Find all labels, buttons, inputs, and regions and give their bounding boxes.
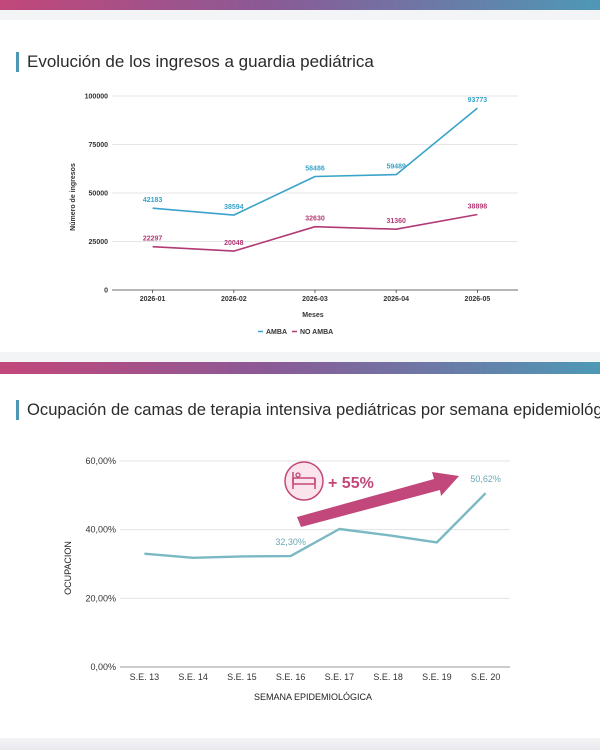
x-tick-label: S.E. 14 bbox=[178, 672, 208, 682]
x-tick-label: 2026-03 bbox=[302, 296, 328, 303]
growth-label: + 55% bbox=[328, 475, 374, 492]
chart1-title: Evolución de los ingresos a guardia pedi… bbox=[16, 52, 374, 72]
data-label: 42183 bbox=[143, 197, 163, 204]
x-tick-label: S.E. 13 bbox=[130, 672, 160, 682]
data-label: 20048 bbox=[224, 240, 244, 247]
x-tick-label: 2026-04 bbox=[383, 296, 409, 303]
x-axis-title: SEMANA EPIDEMIOLÓGICA bbox=[254, 692, 372, 702]
data-label: 59489 bbox=[386, 164, 406, 171]
y-tick-label: 0,00% bbox=[90, 662, 116, 672]
legend-label: AMBA bbox=[266, 329, 287, 336]
x-tick-label: S.E. 17 bbox=[325, 672, 355, 682]
data-label: 93773 bbox=[468, 97, 488, 104]
y-tick-label: 50000 bbox=[89, 191, 109, 198]
x-tick-label: S.E. 18 bbox=[373, 672, 403, 682]
x-tick-label: S.E. 20 bbox=[471, 672, 501, 682]
y-tick-label: 40,00% bbox=[85, 525, 116, 535]
chart2-title: Ocupación de camas de terapia intensiva … bbox=[16, 400, 600, 420]
x-tick-label: S.E. 15 bbox=[227, 672, 257, 682]
series-line-no-amba bbox=[152, 213, 478, 252]
mid-shade bbox=[0, 352, 600, 362]
bed-icon bbox=[284, 461, 324, 501]
bottom-band bbox=[0, 738, 600, 750]
x-tick-label: S.E. 19 bbox=[422, 672, 452, 682]
y-tick-label: 25000 bbox=[89, 239, 109, 246]
x-tick-label: S.E. 16 bbox=[276, 672, 306, 682]
data-label: 32,30% bbox=[275, 537, 306, 547]
y-axis-title: OCUPACION bbox=[63, 541, 73, 595]
data-label: 32630 bbox=[305, 216, 325, 223]
y-tick-label: 0 bbox=[104, 288, 108, 295]
y-tick-label: 60,00% bbox=[85, 456, 116, 466]
y-tick-label: 75000 bbox=[89, 142, 109, 149]
data-label: 50,62% bbox=[470, 474, 501, 484]
bed-icon-circle bbox=[284, 461, 324, 501]
y-tick-label: 100000 bbox=[85, 94, 108, 101]
x-axis-title: Meses bbox=[302, 312, 324, 319]
data-label: 31360 bbox=[386, 218, 406, 225]
x-tick-label: 2026-02 bbox=[221, 296, 247, 303]
y-axis-title: Número de ingresos bbox=[70, 163, 77, 231]
section-divider-band bbox=[0, 362, 600, 374]
top-color-band bbox=[0, 0, 600, 10]
data-label: 38898 bbox=[468, 204, 488, 211]
data-label: 58486 bbox=[305, 166, 325, 173]
legend-label: NO AMBA bbox=[300, 329, 333, 336]
bed-icon-pillow bbox=[295, 472, 301, 478]
data-label: 22297 bbox=[143, 236, 163, 243]
y-tick-label: 20,00% bbox=[85, 593, 116, 603]
series-line-amba bbox=[152, 107, 478, 216]
series-line-ocupacion bbox=[144, 492, 487, 559]
trend-arrow bbox=[297, 472, 459, 527]
x-tick-label: 2026-05 bbox=[465, 296, 491, 303]
top-shade bbox=[0, 10, 600, 20]
x-tick-label: 2026-01 bbox=[140, 296, 166, 303]
ingresos-line-chart: 0 25000 50000 75000 100000 2026-01 2026-02 2026… bbox=[70, 94, 518, 336]
data-label: 38594 bbox=[224, 204, 244, 211]
